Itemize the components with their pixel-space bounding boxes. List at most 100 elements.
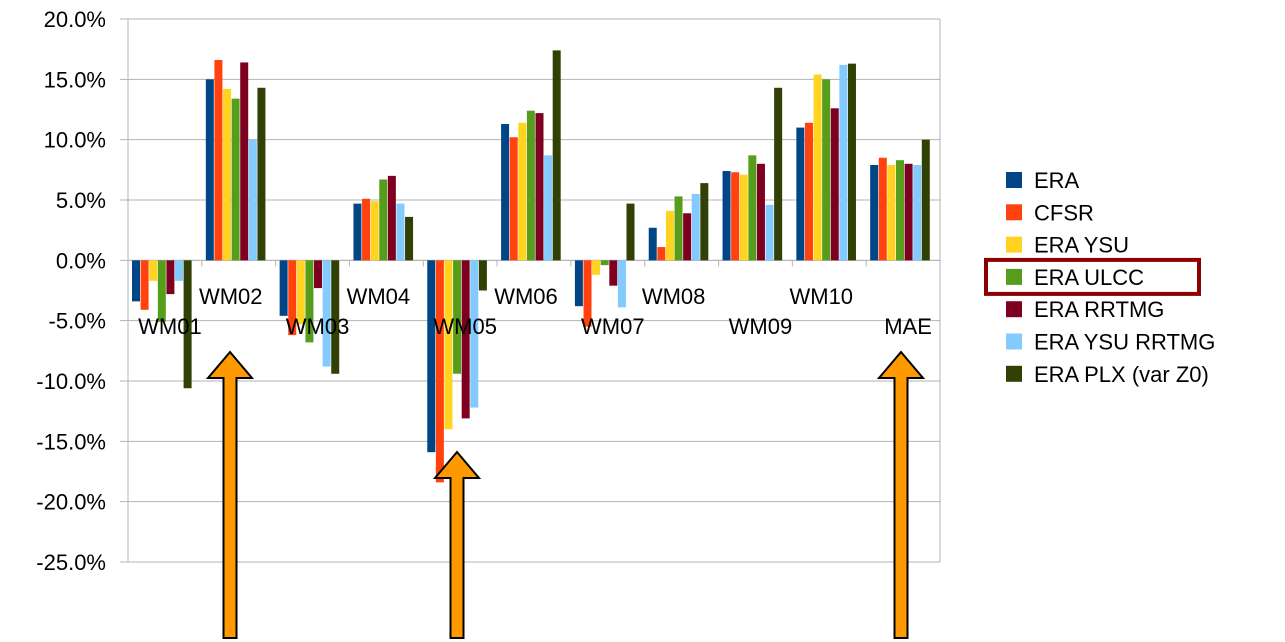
x-tick-label: WM02 [199,284,263,309]
bar-mae-1 [870,165,879,261]
bar-mae-2 [878,157,887,261]
y-tick-label: 20.0% [44,7,106,32]
bar-wm01-5 [166,260,175,295]
bar-wm03-6 [322,260,331,367]
bar-wm09-2 [731,172,740,261]
x-tick-label: WM07 [581,314,645,339]
bar-wm08-1 [648,227,657,261]
bar-mae-3 [887,165,896,261]
bar-wm02-1 [205,79,214,261]
bar-wm10-3 [813,74,822,261]
bar-wm06-7 [552,50,561,261]
bar-wm07-3 [592,260,601,275]
bar-wm08-7 [700,183,709,261]
bar-wm09-4 [748,155,757,261]
arrow-annotation [876,350,926,639]
bar-wm04-3 [370,201,379,261]
x-tick-label: WM08 [642,284,706,309]
y-tick-label: 5.0% [56,188,106,213]
bar-wm03-1 [279,260,288,316]
bar-wm07-6 [617,260,626,308]
bar-mae-6 [913,165,922,261]
bar-wm10-5 [830,108,839,261]
bar-wm02-7 [257,87,266,261]
x-tick-label: WM05 [433,314,497,339]
legend-label: ERA PLX (var Z0) [1034,362,1209,387]
y-tick-label: -25.0% [36,550,106,575]
bar-wm06-6 [544,155,553,261]
legend-label: CFSR [1034,200,1094,225]
bar-wm10-1 [796,127,805,261]
arrow-annotation [205,350,255,639]
bar-wm02-4 [231,98,240,261]
bar-wm01-7 [183,260,192,389]
bar-wm09-5 [756,163,765,261]
bar-wm07-4 [600,260,609,266]
legend-swatch [1006,365,1022,382]
bar-wm01-1 [132,260,140,302]
bar-wm05-6 [470,260,479,408]
bar-wm04-2 [362,198,371,261]
bar-wm03-3 [296,260,305,325]
bar-wm08-6 [691,193,700,261]
y-tick-label: 0.0% [56,248,106,273]
bars [132,50,930,483]
x-tick-label: MAE [884,314,932,339]
legend-label: ERA RRTMG [1034,297,1164,322]
bar-wm07-1 [574,260,583,307]
bar-wm05-2 [435,260,444,483]
y-tick-label: -5.0% [49,309,106,334]
bar-wm08-4 [674,196,683,261]
bar-wm10-7 [847,63,856,261]
x-axis-labels: WM01 WM02 WM03 WM04 WM05 WM06 WM07 WM08 WM09 WM10… [138,284,932,339]
bar-wm01-4 [157,260,166,322]
x-tick-label: WM01 [138,314,202,339]
legend-label: ERA [1034,168,1080,193]
bar-wm09-3 [739,174,748,261]
bar-wm05-3 [444,260,453,430]
annotations [205,350,926,639]
legend-swatch [1006,172,1022,188]
bar-wm08-2 [657,247,666,261]
bar-wm06-4 [526,110,535,261]
x-tick-label: WM09 [729,314,793,339]
bar-wm07-7 [626,203,635,261]
bar-wm04-1 [353,203,362,261]
y-tick-label: -10.0% [36,369,106,394]
bar-wm10-2 [804,122,813,261]
bar-wm07-2 [583,260,592,327]
bar-mae-5 [904,163,913,261]
bar-wm01-2 [140,260,149,310]
bar-wm02-3 [223,88,232,261]
bar-wm10-6 [839,64,848,261]
arrow-annotation [432,450,482,639]
bar-wm04-7 [405,216,414,261]
y-tick-label: 10.0% [44,128,106,153]
bar-wm02-5 [240,62,249,261]
bar-wm03-7 [331,260,340,374]
bar-wm08-5 [683,213,692,261]
bar-wm03-2 [288,260,297,336]
bar-wm04-4 [379,179,388,261]
legend-highlight-box [984,257,1201,296]
x-tick-label: WM04 [347,284,411,309]
bar-wm04-5 [387,175,396,261]
bar-wm09-1 [722,171,731,261]
y-tick-label: 15.0% [44,67,106,92]
y-tick-label: -20.0% [36,490,106,515]
bar-wm05-5 [461,260,470,419]
bar-wm05-1 [427,260,436,453]
legend-swatch [1006,268,1022,285]
bar-wm02-2 [214,60,223,261]
legend-label: ERA YSU RRTMG [1034,330,1215,355]
bar-wm05-4 [453,260,462,374]
bar-wm06-1 [501,123,510,261]
bar-wm09-7 [774,87,783,261]
bar-wm07-5 [609,260,618,286]
x-tick-label: WM03 [286,314,350,339]
y-axis: 20.0% 15.0% 10.0% 5.0% 0.0% -5.0% -10.0% -15.0%… [36,7,941,575]
legend-label: ERA ULCC [1034,265,1144,290]
bar-wm01-3 [149,260,158,281]
bar-wm03-4 [305,260,314,343]
